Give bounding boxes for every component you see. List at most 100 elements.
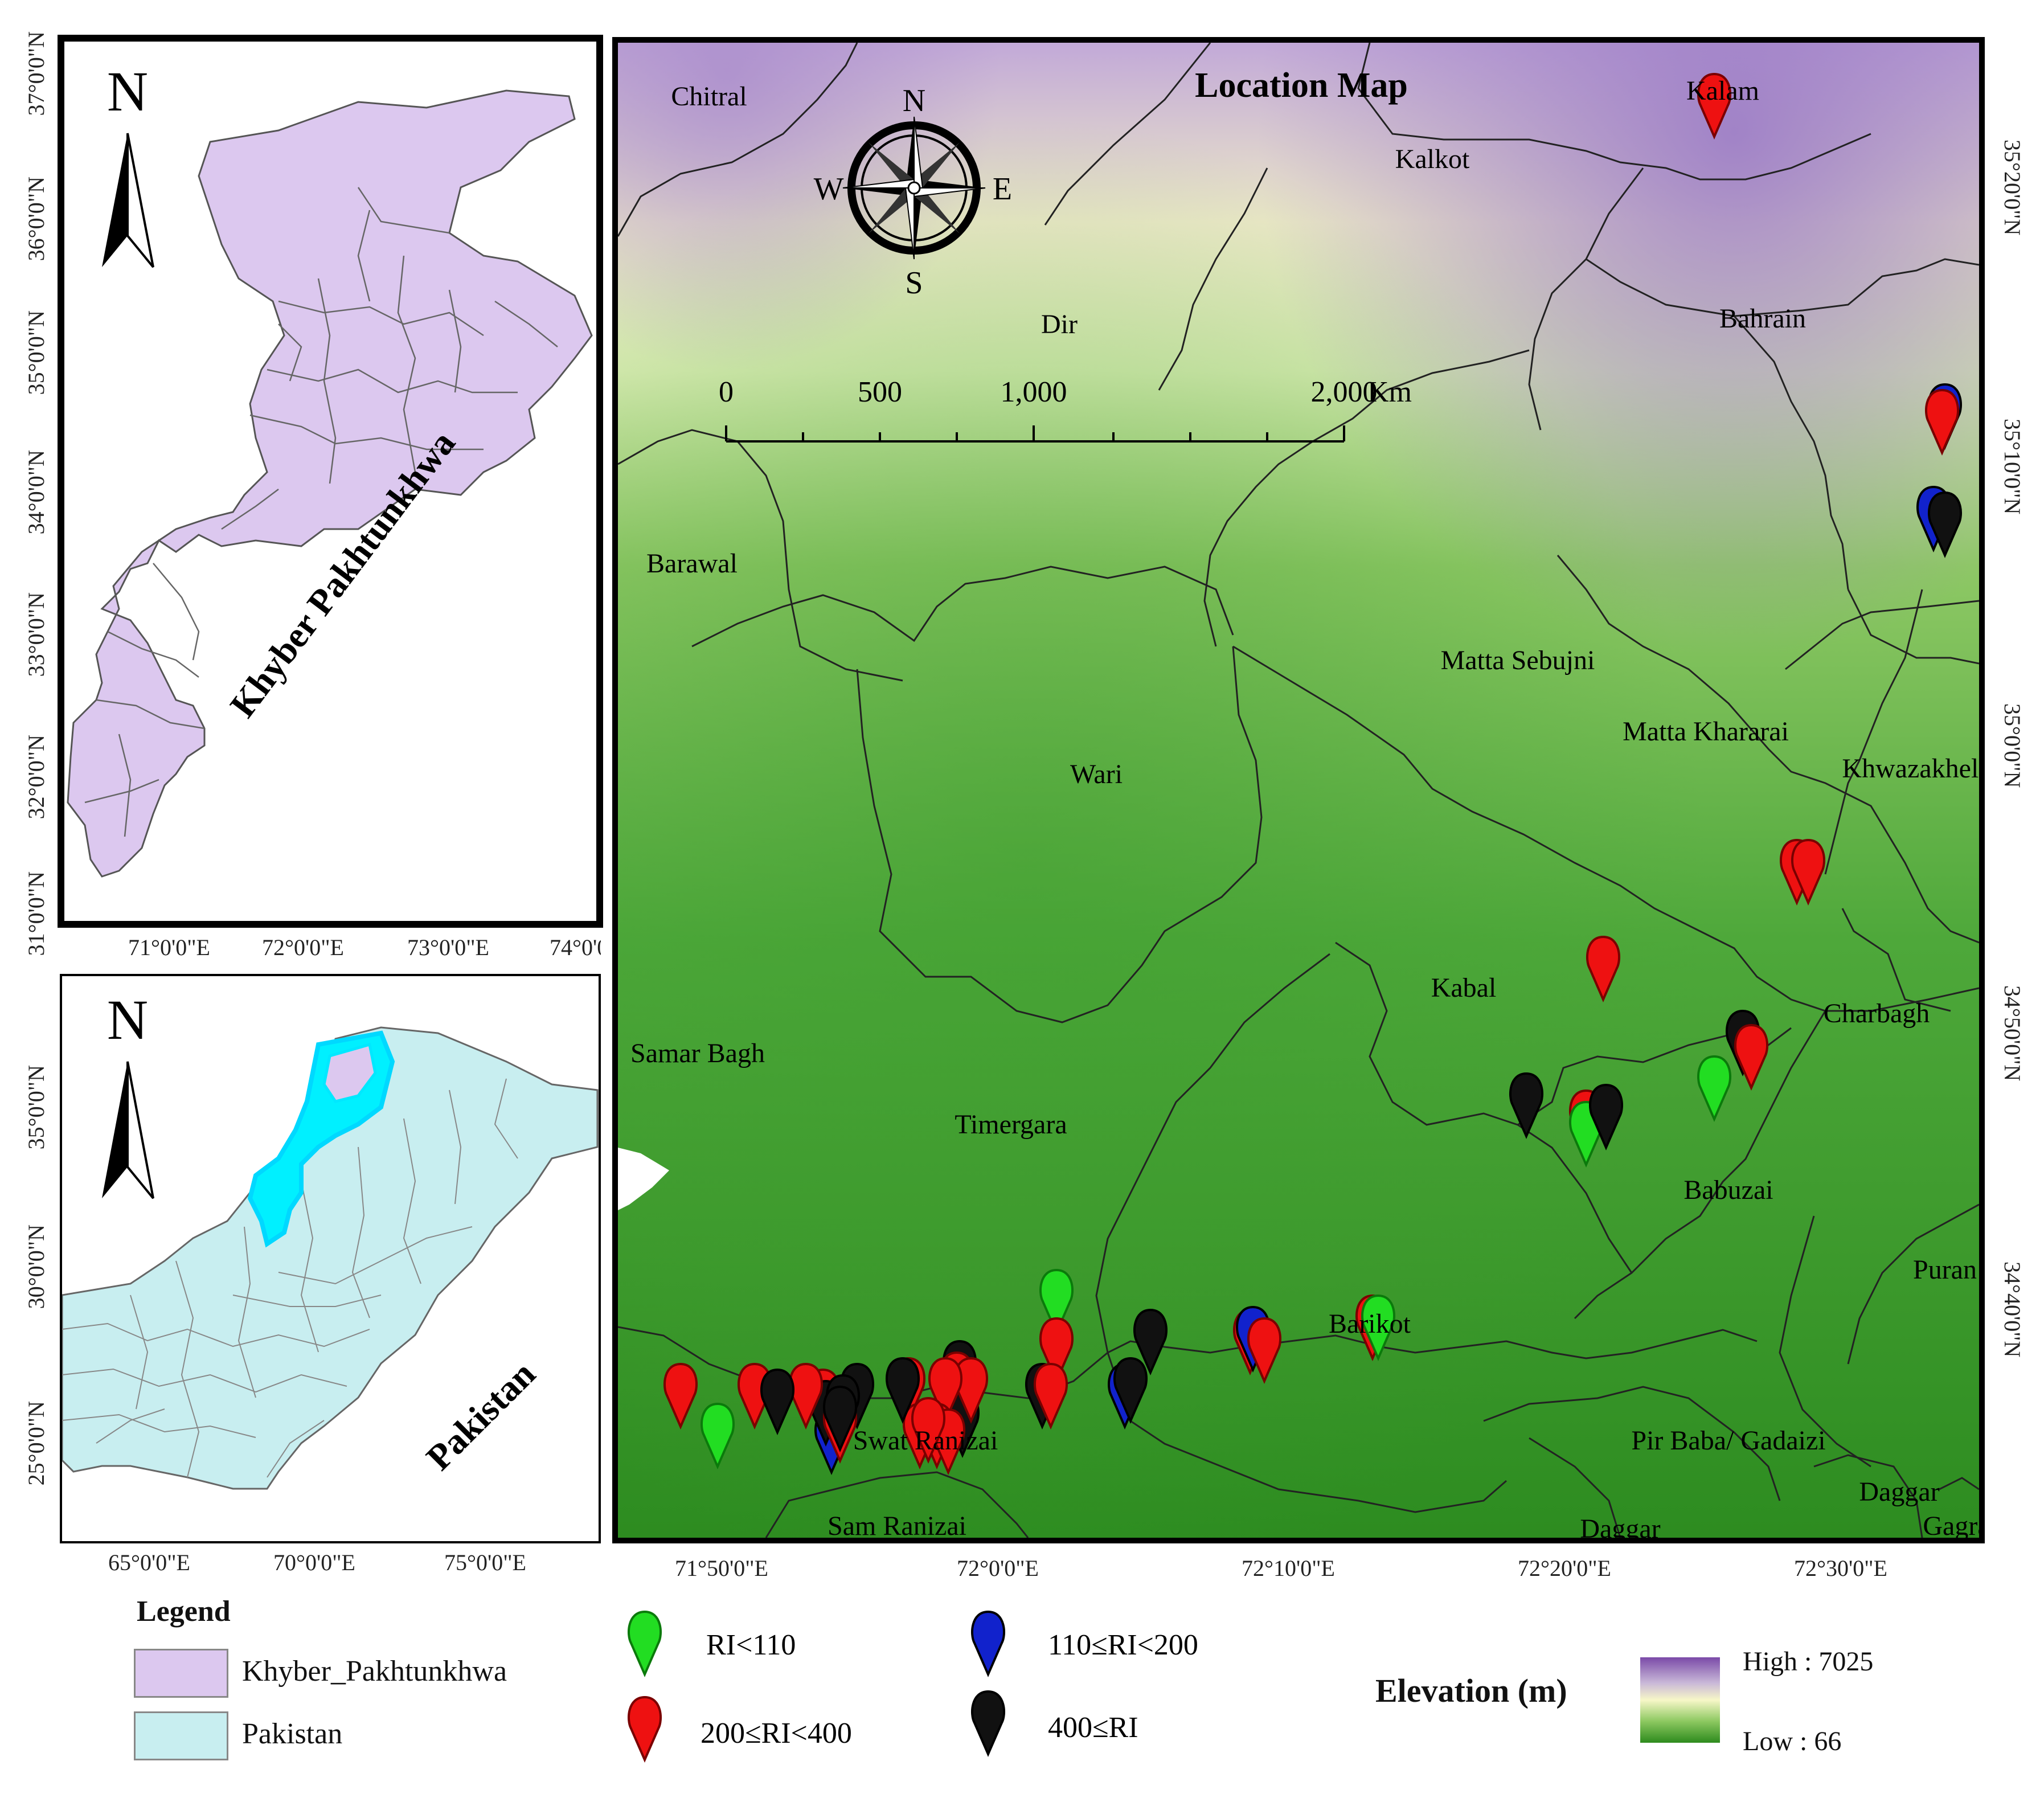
legend-swatch-pakistan	[134, 1711, 228, 1760]
place-labels: Chitral Kalam Kalkot Dir Bahrain Barawal…	[630, 76, 1979, 1538]
place-kalam: Kalam	[1686, 76, 1759, 106]
ri-marker-green-icon	[627, 1610, 662, 1678]
scale-tick-0: 0	[719, 376, 734, 408]
place-kalkot: Kalkot	[1395, 144, 1470, 174]
main-lat-label-5: 34°40'0"N	[2000, 1261, 2025, 1358]
place-barawal: Barawal	[646, 548, 738, 579]
legend-title: Legend	[137, 1595, 231, 1628]
kp-lat-label-1: 37°0'0"N	[23, 31, 49, 116]
place-matta-khararai: Matta Khararai	[1623, 716, 1789, 747]
elevation-map: N S E W 0 500 1,000 2,000 Km Location Ma…	[618, 43, 1979, 1538]
kp-highlight-core	[322, 1042, 377, 1103]
kp-lat-label-7: 31°0'0"N	[23, 871, 49, 956]
compass-e: E	[993, 171, 1012, 207]
main-lat-label-1: 35°20'0"N	[2000, 140, 2025, 236]
legend-label-kp: Khyber_Pakhtunkhwa	[242, 1655, 507, 1687]
north-letter: N	[107, 988, 148, 1051]
main-lon-label-4: 72°20'0"E	[1518, 1555, 1611, 1581]
ri-marker-blue-icon	[970, 1610, 1006, 1678]
place-barikot: Barikot	[1329, 1309, 1411, 1339]
sample-marker-black-icon	[1113, 1357, 1148, 1424]
sample-marker-red-icon	[1586, 935, 1621, 1003]
main-lat-label-3: 35°0'0"N	[2000, 703, 2025, 788]
compass-rose-icon: N S E W	[814, 83, 1013, 301]
scale-unit: Km	[1367, 376, 1412, 408]
sample-marker-black-icon	[760, 1368, 795, 1436]
place-timergara: Timergara	[955, 1109, 1067, 1140]
pak-lon-label-3: 75°0'0"E	[444, 1550, 526, 1575]
sample-marker-green-icon	[1361, 1294, 1396, 1362]
main-lon-label-3: 72°10'0"E	[1242, 1555, 1335, 1581]
sample-marker-red-icon	[1734, 1023, 1769, 1091]
ri-label-110-200: 110≤RI<200	[1048, 1629, 1198, 1661]
north-arrow-icon	[102, 133, 154, 268]
compass-s: S	[905, 265, 923, 301]
sample-marker-red-icon	[1697, 72, 1732, 140]
no-data-notch	[618, 1148, 669, 1210]
main-lon-label-2: 72°0'0"E	[957, 1555, 1039, 1581]
place-bahrain: Bahrain	[1719, 304, 1806, 334]
kp-lon-label-1: 71°0'0"E	[128, 935, 210, 960]
place-charbagh: Charbagh	[1824, 998, 1930, 1029]
sample-markers	[663, 72, 1963, 1476]
place-dir: Dir	[1041, 309, 1078, 339]
pakistan-inset-panel: N Pakistan	[60, 974, 601, 1543]
kp-lat-label-4: 34°0'0"N	[23, 450, 49, 535]
main-map-panel: N S E W 0 500 1,000 2,000 Km Location Ma…	[612, 37, 1985, 1543]
place-chitral: Chitral	[671, 81, 747, 112]
scale-tick-2000: 2,000	[1311, 376, 1378, 408]
pak-lon-label-2: 70°0'0"E	[273, 1550, 355, 1575]
pakistan-district-lines	[62, 1078, 518, 1478]
pak-lat-label-2: 30°0'0"N	[23, 1224, 49, 1309]
sample-marker-red-icon	[663, 1362, 698, 1430]
main-lon-label-1: 71°50'0"E	[675, 1555, 768, 1581]
pak-lat-label-1: 35°0'0"N	[23, 1065, 49, 1150]
scale-bar	[725, 425, 1345, 443]
sample-marker-red-icon	[1033, 1362, 1068, 1430]
kp-inset-panel: N Khyber Pakhtunkhwa	[60, 37, 601, 925]
sample-marker-black-icon	[1927, 491, 1963, 559]
sample-marker-black-icon	[885, 1357, 920, 1424]
ri-legend: RI<110 110≤RI<200 200≤RI<400 400≤RI	[627, 1610, 1198, 1763]
main-lat-label-4: 34°50'0"N	[2000, 985, 2025, 1082]
sample-marker-black-icon	[1509, 1072, 1544, 1140]
sample-marker-red-icon	[911, 1396, 946, 1464]
north-letter: N	[107, 60, 148, 123]
kp-district-lines	[84, 187, 558, 837]
sample-marker-red-icon	[1791, 838, 1826, 906]
place-kabal: Kabal	[1431, 973, 1497, 1003]
tehsil-boundaries	[618, 43, 1979, 1538]
pakistan-inset-map: N	[62, 988, 599, 1490]
pakistan-country-shape	[62, 1026, 599, 1490]
kp-lat-label-6: 32°0'0"N	[23, 735, 49, 820]
kp-lon-label-4: 74°0'0"E	[550, 935, 601, 960]
place-matta-sebujni: Matta Sebujni	[1441, 645, 1595, 675]
place-puran: Puran	[1913, 1255, 1977, 1285]
elevation-low-label: Low : 66	[1743, 1726, 1842, 1756]
place-babuzai: Babuzai	[1683, 1175, 1773, 1205]
sample-marker-black-icon	[822, 1385, 858, 1453]
legend-swatch-kp	[134, 1649, 228, 1698]
place-khwazakhela: Khwazakhela	[1842, 753, 1979, 784]
place-daggar-east: Daggar	[1859, 1477, 1939, 1507]
sample-marker-red-icon	[1247, 1317, 1282, 1385]
main-map-title: Location Map	[1195, 66, 1408, 105]
kp-lat-label-3: 35°0'0"N	[23, 310, 49, 395]
kp-lon-label-3: 73°0'0"E	[407, 935, 489, 960]
place-daggar: Daggar	[1580, 1514, 1660, 1538]
kp-inset-map: N	[67, 60, 593, 878]
elevation-high-label: High : 7025	[1743, 1646, 1874, 1677]
ri-label-lt110: RI<110	[706, 1629, 796, 1661]
sample-marker-black-icon	[1588, 1083, 1624, 1151]
scale-tick-1000: 1,000	[1001, 376, 1067, 408]
sample-marker-black-icon	[1133, 1308, 1168, 1376]
kp-lat-label-2: 36°0'0"N	[23, 177, 49, 261]
place-pir-baba: Pir Baba/ Gadaizi	[1631, 1426, 1825, 1456]
pak-lon-label-1: 65°0'0"E	[108, 1550, 190, 1575]
place-wari: Wari	[1070, 759, 1123, 789]
main-lat-label-2: 35°10'0"N	[2000, 419, 2025, 515]
scale-tick-500: 500	[858, 376, 902, 408]
place-samar-bagh: Samar Bagh	[630, 1038, 765, 1068]
ri-label-400: 400≤RI	[1048, 1711, 1138, 1744]
sample-marker-green-icon	[1697, 1055, 1732, 1123]
